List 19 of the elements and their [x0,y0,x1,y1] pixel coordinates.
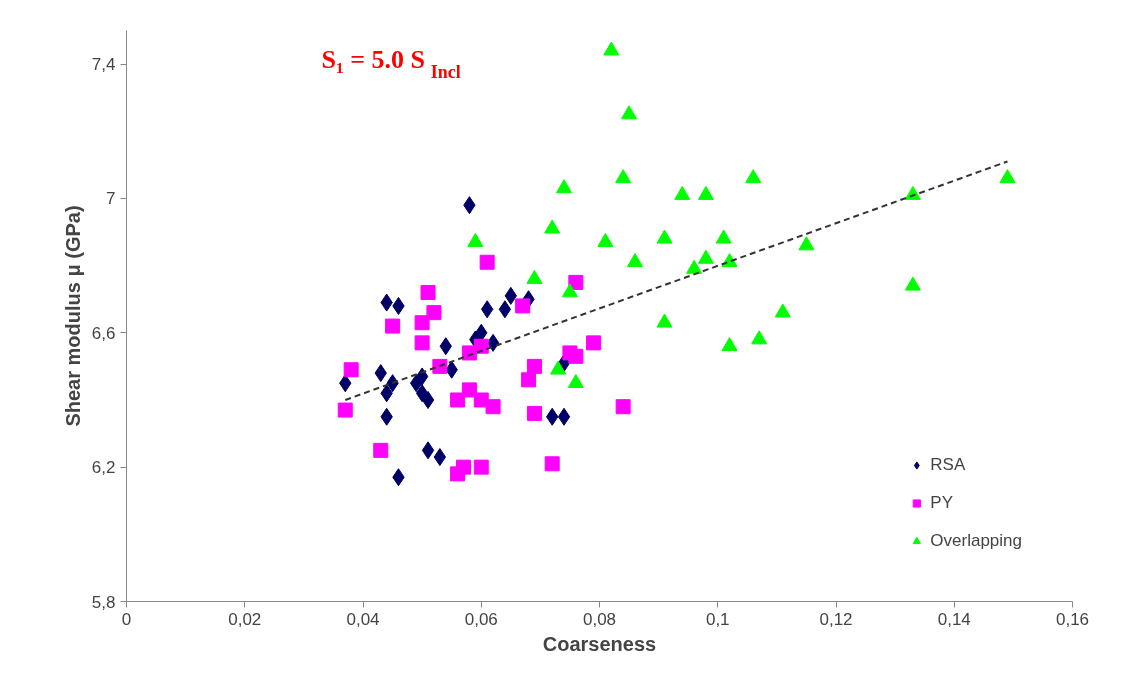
x-tick-label: 0,02 [228,609,262,629]
legend-label: RSA [930,455,966,475]
y-axis-title: Shear modulus μ (GPa) [61,205,84,427]
x-tick-label: 0,06 [464,609,498,629]
x-tick-label: 0,08 [582,609,617,629]
y-tick-label: 7 [106,189,116,209]
x-axis-title: Coarseness [542,632,657,655]
x-tick-label: 0,14 [937,609,971,629]
y-tick-label: 5,8 [91,592,116,612]
y-tick-label: 7,4 [91,55,116,75]
y-tick-label: 6,6 [91,323,116,343]
y-tick-label: 6,2 [91,458,116,478]
x-tick-label: 0,1 [705,609,730,629]
legend-label: Overlapping [930,531,1022,551]
legend-label: PY [930,493,954,513]
x-tick-label: 0,04 [346,609,380,629]
x-tick-label: 0,12 [819,609,853,629]
x-tick-label: 0 [121,609,132,629]
x-tick-label: 0,16 [1055,609,1090,629]
